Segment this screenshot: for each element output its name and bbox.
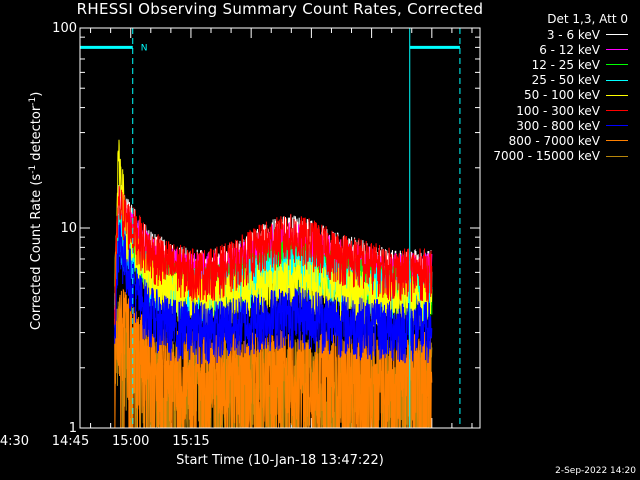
series-layer <box>114 139 433 429</box>
y-axis-label: Corrected Count Rate (s-1 detector-1) <box>27 92 45 331</box>
legend-item: 25 - 50 keV <box>493 73 628 88</box>
legend-label: 3 - 6 keV <box>546 27 600 42</box>
legend-swatch <box>606 64 628 66</box>
plot-frame <box>79 27 481 429</box>
legend-item: 100 - 300 keV <box>493 103 628 118</box>
y-tick-label: 100 <box>52 21 77 36</box>
legend-label: 50 - 100 keV <box>523 88 600 103</box>
x-axis-label: Start Time (10-Jan-18 13:47:22) <box>176 453 384 468</box>
legend-swatch <box>606 155 628 157</box>
legend-swatch <box>606 94 628 96</box>
x-tick-label: 14:45 <box>52 434 89 449</box>
y-tick-label: 10 <box>60 221 77 236</box>
legend-item: 800 - 7000 keV <box>493 133 628 148</box>
legend-swatch <box>606 49 628 51</box>
y-axis-label-sup-2: -1 <box>27 96 38 106</box>
legend: 3 - 6 keV 6 - 12 keV 12 - 25 keV 25 - 50 ke… <box>493 27 628 164</box>
legend-title: Det 1,3, Att 0 <box>547 12 628 26</box>
series-line <box>114 288 433 429</box>
legend-item: 3 - 6 keV <box>493 27 628 42</box>
legend-label: 7000 - 15000 keV <box>493 149 600 164</box>
legend-label: 6 - 12 keV <box>539 42 600 57</box>
legend-swatch <box>606 34 628 36</box>
y-axis-label-sup-1: -1 <box>27 164 38 174</box>
legend-item: 6 - 12 keV <box>493 42 628 57</box>
legend-swatch <box>606 125 628 127</box>
legend-label: 100 - 300 keV <box>516 103 600 118</box>
legend-swatch <box>606 79 628 81</box>
legend-swatch <box>606 110 628 112</box>
legend-swatch <box>606 140 628 142</box>
y-tick-label: 1 <box>69 421 77 436</box>
y-axis-label-part-2: detector <box>29 105 45 165</box>
y-axis-label-part-1: Corrected Count Rate (s <box>29 173 45 331</box>
legend-item: 7000 - 15000 keV <box>493 149 628 164</box>
legend-item: 12 - 25 keV <box>493 57 628 72</box>
series-line <box>114 222 433 365</box>
legend-label: 300 - 800 keV <box>516 118 600 133</box>
x-tick-label: 15:15 <box>172 434 209 449</box>
legend-item: 50 - 100 keV <box>493 88 628 103</box>
legend-label: 12 - 25 keV <box>531 57 600 72</box>
x-tick-label: 15:00 <box>112 434 149 449</box>
y-axis-label-part-3: ) <box>29 91 45 97</box>
series-line <box>114 186 433 325</box>
chart-title: RHESSI Observing Summary Count Rates, Co… <box>76 0 484 18</box>
legend-label: 25 - 50 keV <box>531 73 600 88</box>
legend-label: 800 - 7000 keV <box>508 133 600 148</box>
datestamp: 2-Sep-2022 14:20 <box>555 466 636 476</box>
legend-item: 300 - 800 keV <box>493 118 628 133</box>
x-tick-label: 14:30 <box>0 434 29 449</box>
attenuator-label: N <box>141 43 148 53</box>
